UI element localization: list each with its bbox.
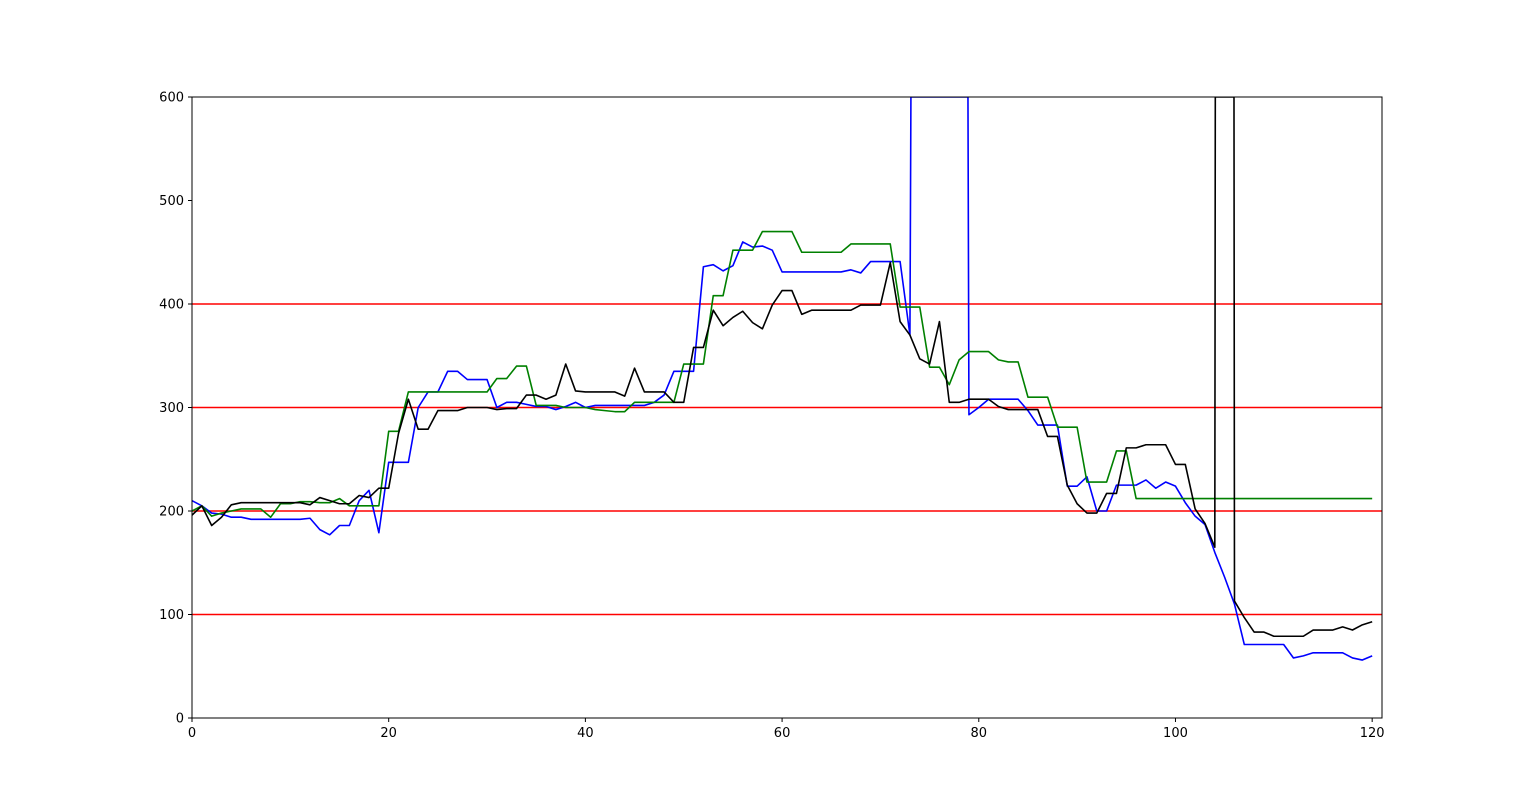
- y-tick-label: 100: [159, 608, 184, 623]
- series-lines: [192, 97, 1373, 661]
- x-tick-label: 0: [188, 726, 196, 741]
- reference-lines: [192, 303, 1382, 616]
- series-line-1: [192, 97, 1373, 661]
- y-tick-label: 400: [159, 298, 184, 313]
- series-line-2: [192, 230, 1373, 519]
- y-tick-label: 600: [159, 91, 184, 106]
- y-tick-label: 200: [159, 505, 184, 520]
- x-tick-label: 120: [1360, 726, 1385, 741]
- y-tick-label: 0: [176, 712, 184, 727]
- x-tick-label: 100: [1163, 726, 1188, 741]
- x-tick-label: 60: [774, 726, 791, 741]
- series-line-3: [192, 97, 1373, 638]
- x-axis: 0 20 40 60 80 100 120: [188, 718, 1385, 741]
- y-axis: 0 100 200 300 400 500 600: [159, 91, 192, 727]
- y-tick-label: 300: [159, 401, 184, 416]
- x-tick-label: 40: [577, 726, 594, 741]
- y-tick-label: 500: [159, 194, 184, 209]
- x-tick-label: 20: [380, 726, 397, 741]
- x-tick-label: 80: [971, 726, 988, 741]
